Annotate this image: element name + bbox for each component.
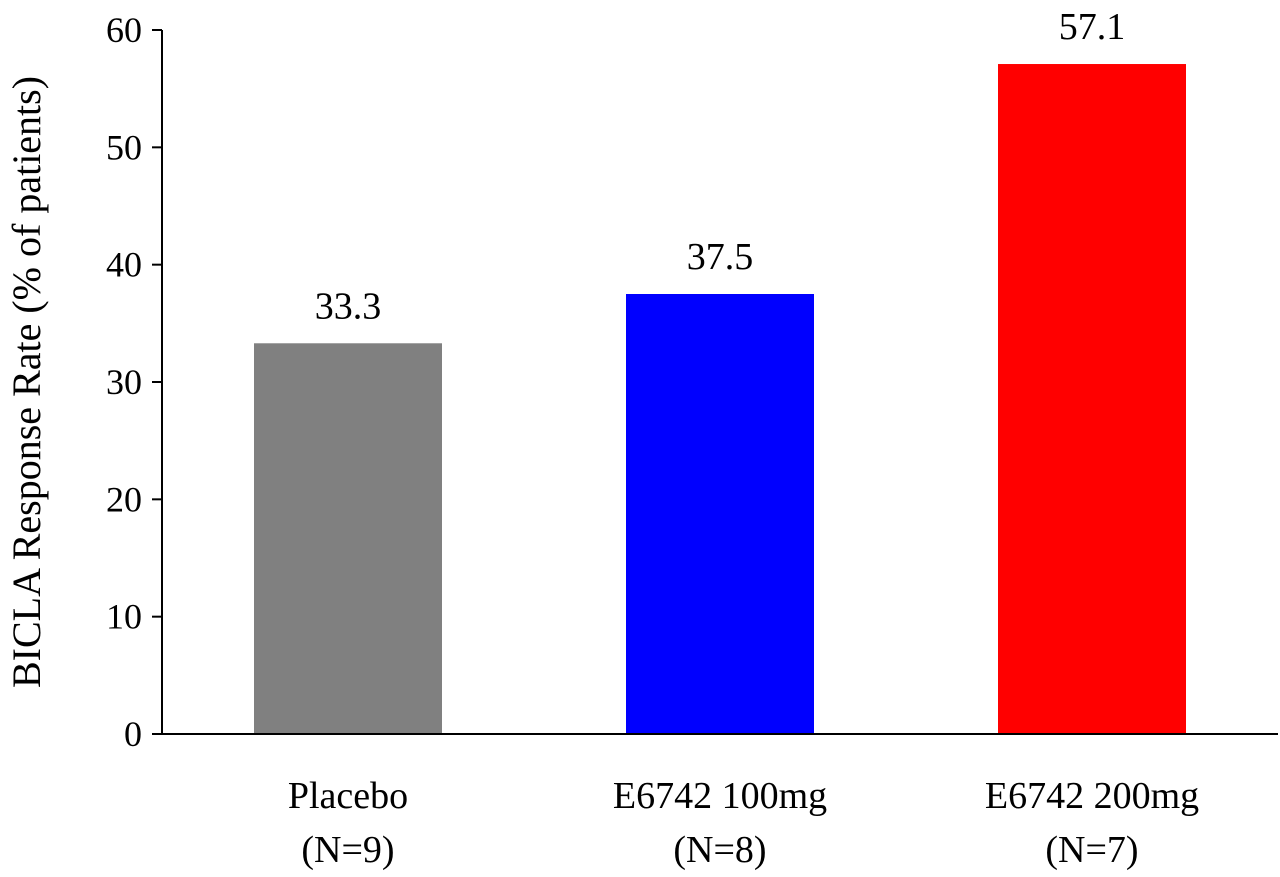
bar	[626, 294, 814, 734]
y-ticks: 0 10 20 30 40 50 60	[106, 10, 162, 754]
y-axis-title-group: BICLA Response Rate (% of patients)	[4, 76, 49, 688]
category-label: (N=7)	[1045, 829, 1138, 871]
y-tick-label: 30	[106, 362, 142, 402]
category-label: E6742 100mg	[613, 775, 827, 817]
y-axis-title: BICLA Response Rate (% of patients)	[4, 76, 49, 688]
bar	[998, 64, 1186, 734]
bars	[254, 64, 1186, 734]
y-tick-label: 10	[106, 597, 142, 637]
category-label: Placebo	[288, 775, 408, 817]
bar-value-label: 37.5	[687, 236, 754, 278]
axes	[161, 30, 1278, 735]
y-tick-label: 20	[106, 479, 142, 519]
y-tick-label: 0	[124, 714, 142, 754]
category-label: E6742 200mg	[985, 775, 1199, 817]
bar-value-label: 33.3	[315, 285, 382, 327]
y-tick-label: 40	[106, 245, 142, 285]
category-label: (N=8)	[673, 829, 766, 871]
y-tick-label: 60	[106, 10, 142, 50]
bar-value-labels: 33.3 37.5 57.1	[315, 6, 1126, 327]
bar	[254, 343, 442, 734]
bar-value-label: 57.1	[1059, 6, 1126, 48]
category-label: (N=9)	[301, 829, 394, 871]
category-labels: Placebo (N=9) E6742 100mg (N=8) E6742 200mg (…	[288, 775, 1199, 871]
y-tick-label: 50	[106, 127, 142, 167]
